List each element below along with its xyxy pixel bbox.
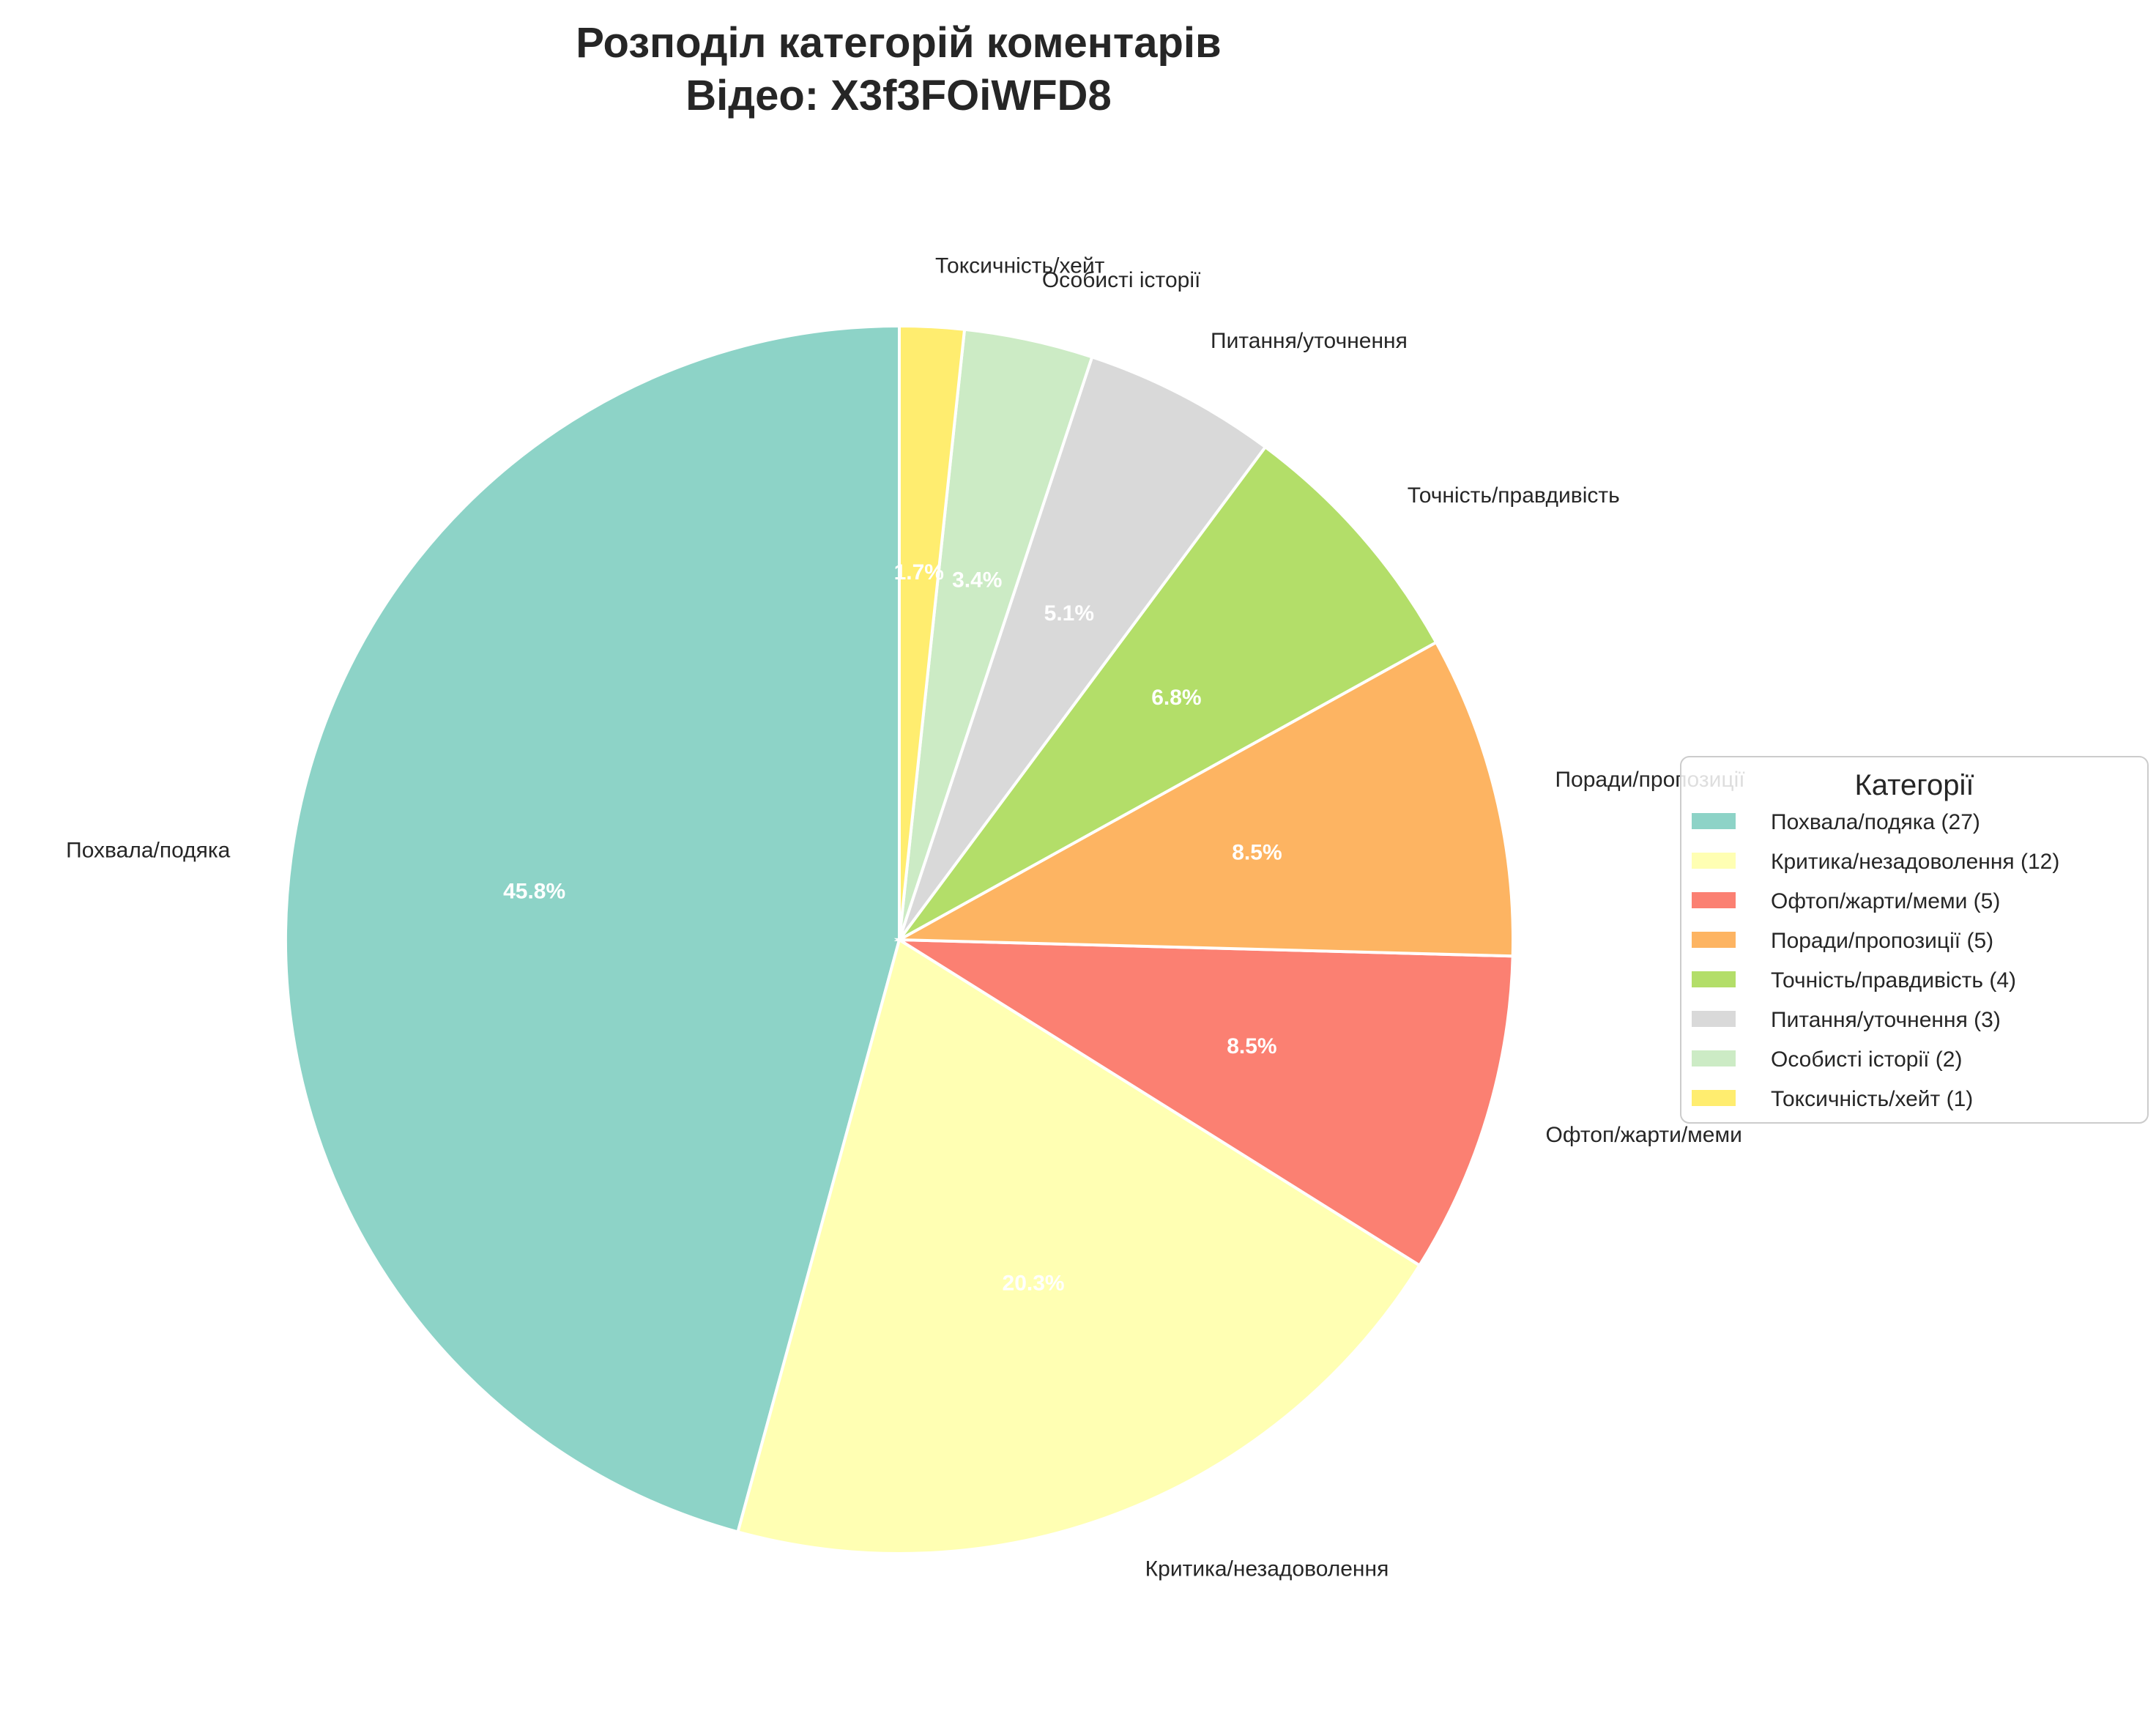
legend-label-0: Похвала/подяка (27)	[1771, 810, 1980, 834]
legend-swatch-1	[1692, 853, 1736, 869]
percent-label-3: 8.5%	[1232, 841, 1282, 865]
percent-label-0: 45.8%	[503, 879, 565, 903]
pie-slice-0	[284, 324, 901, 1534]
legend-label-4: Точність/правдивість (4)	[1771, 968, 2016, 993]
pie-slice-3	[893, 640, 1514, 958]
legend-swatch-2	[1692, 892, 1736, 908]
slice-label-4: Точність/правдивість	[1408, 483, 1620, 508]
percent-label-5: 5.1%	[1044, 601, 1094, 626]
legend-items: Похвала/подяка (27) Критика/незадоволення…	[1692, 810, 2059, 1111]
slice-label-6: Особисті історії	[1042, 268, 1201, 292]
pie-slice-1	[736, 937, 1422, 1555]
legend-label-7: Токсичність/хейт (1)	[1771, 1087, 1973, 1111]
pie-slice-4	[898, 445, 1438, 941]
chart-title: Розподіл категорій коментарів	[576, 19, 1221, 67]
slice-label-0: Похвала/подяка	[66, 839, 231, 863]
pie-slice-2	[893, 938, 1514, 1268]
percent-label-7: 1.7%	[894, 560, 944, 585]
legend-label-2: Офтоп/жарти/меми (5)	[1771, 889, 2000, 913]
slice-label-2: Офтоп/жарти/меми	[1546, 1123, 1742, 1147]
chart-subtitle: Відео: X3f3FOiWFD8	[685, 72, 1111, 119]
legend-label-5: Питання/уточнення (3)	[1771, 1008, 2001, 1032]
percent-label-4: 6.8%	[1151, 686, 1201, 710]
slice-label-7: Токсичність/хейт	[935, 254, 1105, 278]
legend-swatch-6	[1692, 1050, 1736, 1066]
slice-label-1: Критика/незадоволення	[1145, 1557, 1389, 1581]
legend-label-6: Особисті історії (2)	[1771, 1047, 1962, 1072]
percent-label-2: 8.5%	[1227, 1034, 1276, 1058]
slice-labels: Похвала/подяка Критика/незадоволення Офтоп…	[66, 254, 1745, 1581]
legend-swatch-7	[1692, 1090, 1736, 1106]
percent-label-1: 20.3%	[1003, 1271, 1065, 1295]
legend-swatch-0	[1692, 813, 1736, 829]
legend-swatch-3	[1692, 932, 1736, 948]
slice-label-5: Питання/уточнення	[1211, 329, 1408, 353]
pie-slices	[284, 324, 1514, 1555]
legend: Категорії Похвала/подяка (27) Критика/нез…	[1680, 756, 2149, 1124]
legend-swatch-5	[1692, 1011, 1736, 1027]
legend-title: Категорії	[1855, 769, 1974, 801]
pie-slice-5	[898, 355, 1268, 941]
percent-label-6: 3.4%	[952, 568, 1002, 593]
legend-label-3: Поради/пропозиції (5)	[1771, 929, 1993, 953]
percent-labels: 45.8% 20.3% 8.5% 8.5% 6.8% 5.1% 3.4% 1.7%	[503, 560, 1282, 1295]
legend-swatch-4	[1692, 971, 1736, 987]
legend-box	[1680, 756, 2149, 1124]
pie-slice-7	[898, 324, 967, 941]
legend-label-1: Критика/незадоволення (12)	[1771, 850, 2059, 874]
